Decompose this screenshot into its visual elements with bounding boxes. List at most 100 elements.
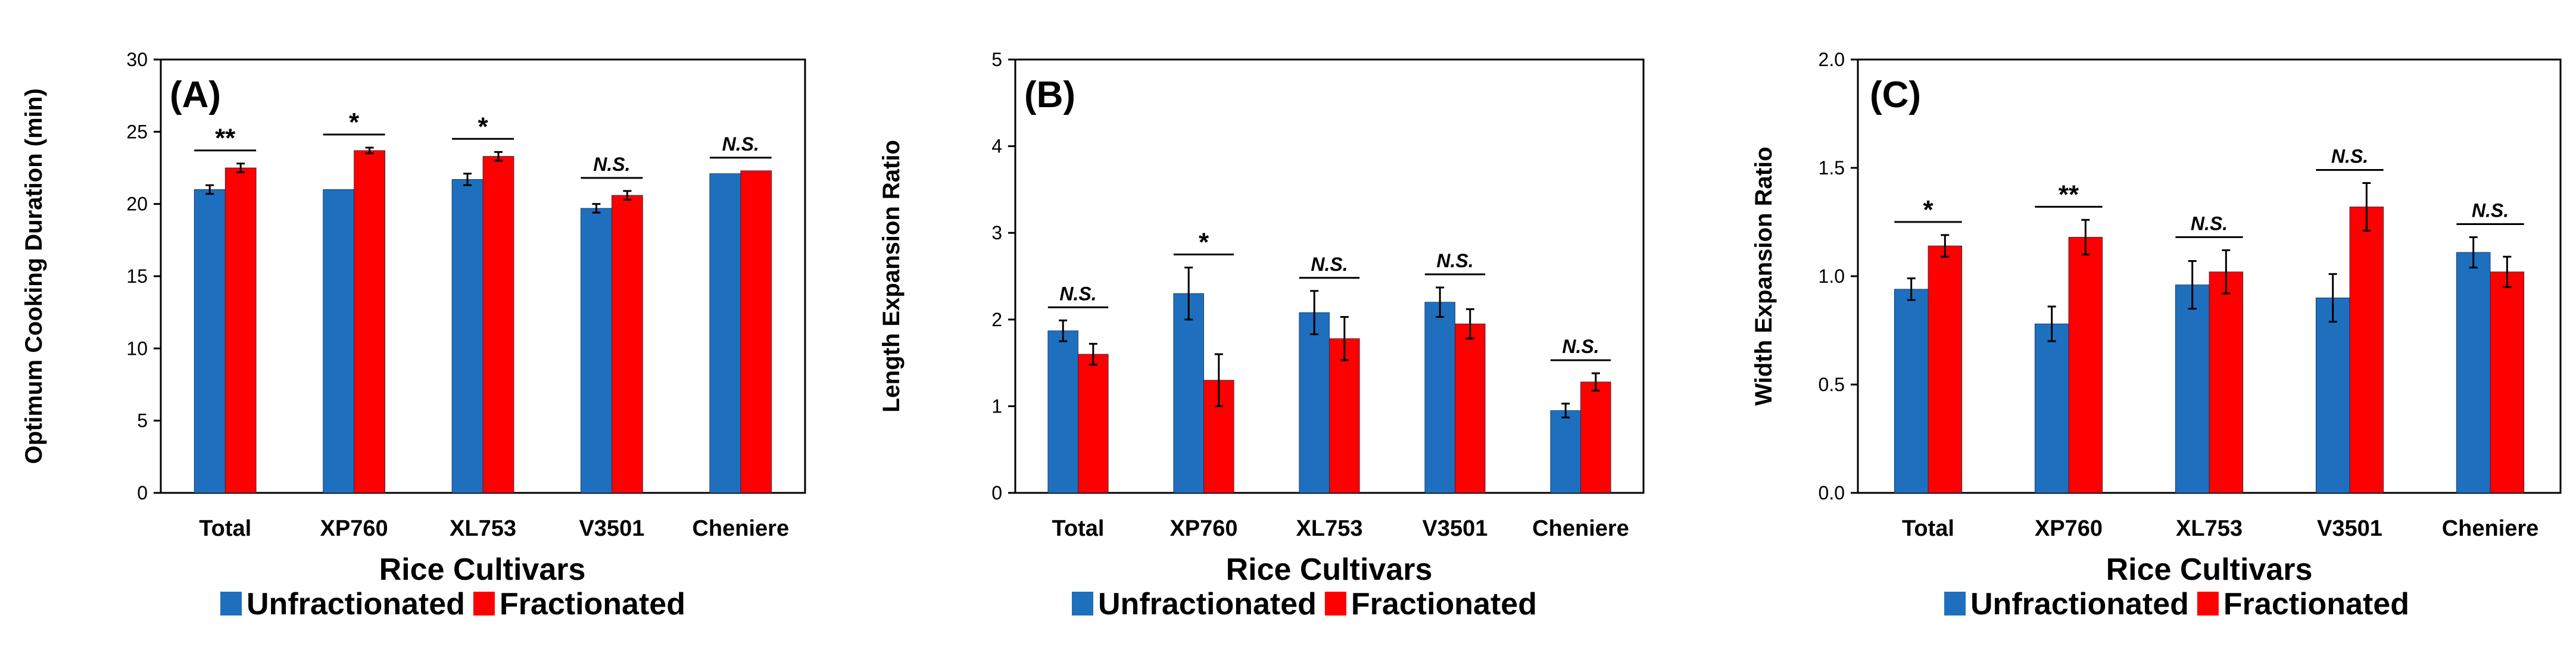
- y-tick-label: 5: [991, 49, 1002, 70]
- legend-label-unfractionated: Unfractionated: [1970, 587, 2189, 621]
- bar-unfractionated-xp760: [323, 189, 355, 493]
- x-tick-label: Total: [199, 516, 251, 541]
- bar-unfractionated-v3501: [2315, 297, 2350, 493]
- y-tick-label: 1.5: [1819, 157, 1845, 179]
- y-tick-label: 0.5: [1819, 374, 1845, 395]
- significance-label: N.S.: [1436, 250, 1473, 271]
- significance-label: N.S.: [2472, 199, 2509, 221]
- x-tick-label: XP760: [2035, 516, 2103, 541]
- y-tick-label: 20: [126, 193, 148, 215]
- bar-unfractionated-cheniere: [1550, 410, 1581, 493]
- bar-fractionated-total: [224, 167, 257, 493]
- x-tick-label: Cheniere: [2442, 516, 2539, 541]
- bar-unfractionated-cheniere: [2456, 252, 2491, 493]
- legend-label-unfractionated: Unfractionated: [247, 587, 465, 621]
- legend-label-unfractionated: Unfractionated: [1098, 587, 1317, 621]
- significance-label: N.S.: [1311, 254, 1348, 275]
- chart-panel-3: 0.0 0.5 1.0 1.5 2.0 Width Expansion Ratio (C) *…: [1751, 49, 2562, 621]
- bar-unfractionated-xl753: [2175, 285, 2210, 493]
- legend-swatch-fractionated: [2197, 592, 2219, 615]
- legend-swatch-fractionated: [1324, 592, 1346, 615]
- y-tick-label: 5: [137, 410, 148, 432]
- x-axis-title: Rice Cultivars: [1226, 552, 1433, 587]
- y-tick-label: 2.0: [1819, 49, 1845, 70]
- chart-panel-2: 0 1 2 3 4 5 Length Expansion Ratio (B) N.S. Total…: [878, 49, 1645, 621]
- bar-unfractionated-total: [1047, 330, 1078, 493]
- x-tick-label: Cheniere: [692, 516, 789, 541]
- legend-label-fractionated: Fractionated: [500, 587, 685, 621]
- y-tick-label: 15: [126, 265, 148, 287]
- x-tick-label: XL753: [2176, 516, 2243, 541]
- bar-unfractionated-xl753: [451, 179, 484, 493]
- legend-swatch-fractionated: [473, 592, 495, 615]
- y-tick-label: 1: [991, 395, 1002, 417]
- x-tick-label: V3501: [1423, 516, 1488, 541]
- bar-fractionated-xl753: [1329, 338, 1360, 493]
- panel-label: (B): [1024, 74, 1075, 115]
- panel-label: (C): [1870, 74, 1921, 115]
- legend-swatch-unfractionated: [220, 592, 242, 615]
- bar-fractionated-total: [1928, 245, 1963, 493]
- significance-label: N.S.: [1059, 283, 1096, 304]
- y-tick-label: 2: [991, 309, 1002, 330]
- legend-label-fractionated: Fractionated: [1351, 587, 1537, 621]
- bar-unfractionated-total: [1894, 289, 1929, 493]
- bar-unfractionated-cheniere: [709, 173, 741, 493]
- bar-fractionated-cheniere: [1580, 382, 1611, 493]
- x-tick-label: XL753: [1296, 516, 1363, 541]
- y-axis-label: Optimum Cooking Duration (min): [21, 88, 47, 464]
- significance-label: **: [215, 124, 236, 153]
- bar-fractionated-v3501: [612, 195, 643, 493]
- significance-label: **: [2059, 180, 2079, 209]
- x-tick-label: XL753: [450, 516, 516, 541]
- chart-panel-1: 0 5 10 15 20 25 30 Optimum Cooking Duration (mi…: [21, 49, 806, 621]
- x-tick-label: Total: [1052, 516, 1105, 541]
- bar-unfractionated-v3501: [581, 208, 612, 493]
- bar-fractionated-total: [1078, 354, 1109, 493]
- panel-label: (A): [170, 74, 221, 115]
- bar-fractionated-cheniere: [740, 170, 772, 493]
- significance-label: N.S.: [722, 133, 759, 155]
- bar-fractionated-xp760: [354, 150, 385, 493]
- significance-label: *: [349, 108, 360, 137]
- bar-fractionated-v3501: [1455, 323, 1486, 493]
- x-axis-title: Rice Cultivars: [2106, 552, 2313, 587]
- legend: Unfractionated Fractionated: [1072, 587, 1537, 621]
- significance-label: N.S.: [1562, 336, 1599, 357]
- x-tick-label: Total: [1902, 516, 1954, 541]
- legend-label-fractionated: Fractionated: [2223, 587, 2409, 621]
- bar-unfractionated-xl753: [1299, 312, 1330, 493]
- legend: Unfractionated Fractionated: [1944, 587, 2409, 621]
- y-axis-label: Length Expansion Ratio: [878, 140, 905, 413]
- y-axis-label: Width Expansion Ratio: [1751, 146, 1777, 405]
- significance-label: N.S.: [2331, 145, 2368, 167]
- bar-unfractionated-total: [194, 189, 226, 493]
- x-axis-title: Rice Cultivars: [379, 552, 586, 587]
- y-tick-label: 25: [126, 121, 148, 142]
- significance-label: *: [478, 112, 488, 141]
- y-tick-label: 4: [991, 136, 1002, 157]
- y-tick-label: 0: [137, 482, 148, 504]
- y-tick-label: 1.0: [1819, 265, 1845, 287]
- significance-label: *: [1199, 227, 1209, 257]
- bar-unfractionated-xp760: [1173, 293, 1204, 493]
- bar-fractionated-xl753: [482, 156, 514, 493]
- y-tick-label: 0: [991, 482, 1002, 504]
- bar-unfractionated-xp760: [2034, 323, 2069, 493]
- x-tick-label: XP760: [1170, 516, 1237, 541]
- significance-label: *: [1923, 195, 1933, 224]
- x-tick-label: XP760: [320, 516, 388, 541]
- y-tick-label: 0.0: [1819, 482, 1845, 504]
- significance-label: N.S.: [593, 154, 630, 175]
- legend-swatch-unfractionated: [1944, 592, 1966, 615]
- legend: Unfractionated Fractionated: [220, 587, 685, 621]
- y-tick-label: 30: [126, 49, 148, 70]
- bar-fractionated-cheniere: [2490, 271, 2525, 493]
- x-tick-label: Cheniere: [1532, 516, 1629, 541]
- bar-fractionated-xl753: [2209, 271, 2244, 493]
- significance-label: N.S.: [2191, 213, 2228, 234]
- y-tick-label: 3: [991, 222, 1002, 243]
- bar-fractionated-xp760: [2068, 237, 2103, 493]
- bar-unfractionated-v3501: [1424, 302, 1455, 493]
